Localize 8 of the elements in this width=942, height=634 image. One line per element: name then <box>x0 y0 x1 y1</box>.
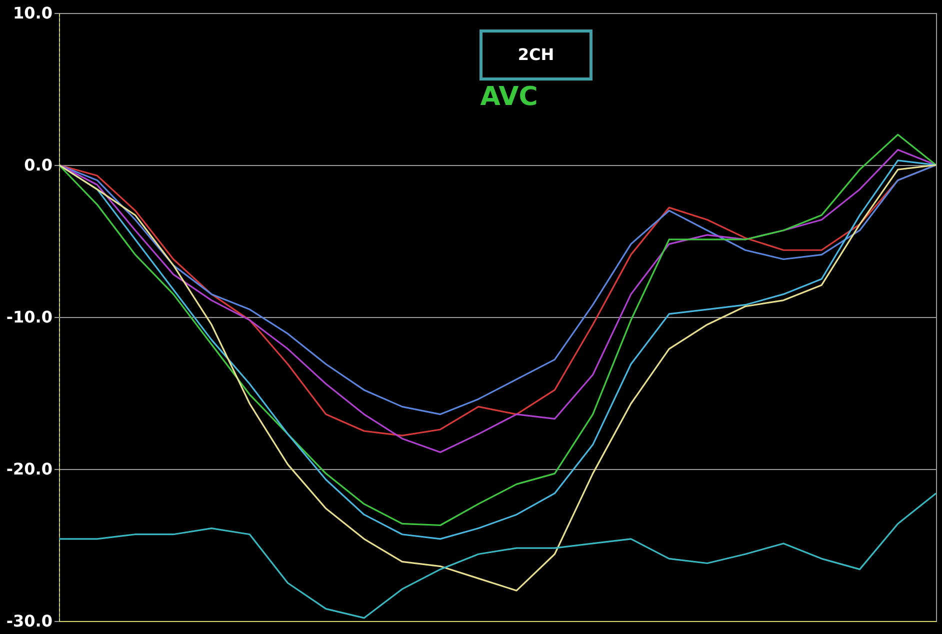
y-tick-label: -10.0 <box>6 308 52 326</box>
y-tick-label: 10.0 <box>13 4 52 22</box>
line-series <box>58 492 937 619</box>
y-tick-label: 0.0 <box>24 156 52 174</box>
annotation: 2CH <box>518 45 554 64</box>
y-tick-label: -20.0 <box>6 460 52 478</box>
y-tick-label: -30.0 <box>6 612 52 630</box>
annotation: AVC <box>480 82 538 112</box>
